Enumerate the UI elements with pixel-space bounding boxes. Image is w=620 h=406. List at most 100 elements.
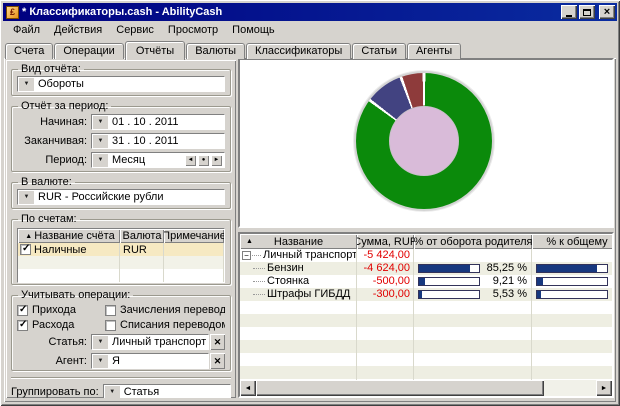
period-nav: ◄ ● ► — [185, 155, 224, 166]
percent-bar — [418, 290, 480, 299]
checkbox-icon[interactable] — [17, 305, 28, 316]
account-currency: RUR — [120, 243, 164, 256]
row-name: Бензин — [267, 262, 304, 275]
menu-view[interactable]: Просмотр — [161, 22, 225, 38]
chevron-down-icon[interactable]: ▼ — [105, 386, 120, 399]
chevron-down-icon[interactable]: ▼ — [93, 135, 108, 148]
agent-combobox[interactable]: ▼ Я — [91, 353, 209, 369]
article-combobox[interactable]: ▼ Личный транспорт — [91, 334, 209, 350]
group-by-label: Группировать по: — [11, 386, 103, 398]
report-type-combobox[interactable]: ▼ Обороты — [17, 76, 225, 92]
collapse-icon[interactable] — [242, 251, 251, 260]
checkbox-income-label: Прихода — [32, 304, 76, 316]
table-row-fuel[interactable]: Бензин -4 624,00 85,25 % — [240, 262, 612, 275]
accounts-table: ▲Название счёта Валюта Примечание Наличн… — [17, 228, 225, 283]
end-date-value: 31 . 10 . 2011 — [109, 135, 224, 147]
table-row-parent[interactable]: Личный транспорт -5 424,00 — [240, 249, 612, 262]
article-label: Статья: — [17, 336, 91, 348]
scrollbar-track[interactable] — [544, 380, 596, 396]
account-checkbox[interactable] — [20, 244, 31, 255]
start-date-field[interactable]: ▼ 01 . 10 . 2011 — [91, 114, 225, 130]
tab-operations[interactable]: Операции — [54, 43, 123, 59]
checkbox-icon[interactable] — [105, 320, 116, 331]
chevron-down-icon[interactable]: ▼ — [19, 78, 34, 91]
row-sum: -5 424,00 — [357, 249, 414, 262]
checkbox-transfer-out[interactable]: Списания переводом — [105, 319, 225, 331]
col-name[interactable]: ▲Название — [240, 234, 357, 249]
agent-label: Агент: — [17, 355, 91, 367]
account-note — [164, 243, 224, 256]
col-total-percent[interactable]: % к общему — [532, 234, 614, 249]
next-period-icon[interactable]: ► — [211, 155, 222, 166]
row-percent: 85,25 % — [480, 262, 531, 275]
window-title: * Классификаторы.cash - AbilityCash — [22, 6, 559, 18]
group-by-combobox[interactable]: ▼ Статья — [103, 384, 231, 398]
horizontal-scrollbar[interactable]: ◄ ► — [240, 380, 612, 396]
checkbox-icon[interactable] — [17, 320, 28, 331]
scroll-left-icon[interactable]: ◄ — [240, 380, 256, 396]
tab-classifiers[interactable]: Классификаторы — [246, 43, 351, 59]
period-combobox[interactable]: ▼ Месяц ◄ ● ► — [91, 152, 225, 168]
article-value: Личный транспорт — [109, 336, 208, 348]
col-sum[interactable]: Сумма, RUR — [357, 234, 414, 249]
row-name: Штрафы ГИБДД — [267, 288, 350, 301]
accounts-col-name[interactable]: ▲Название счёта — [18, 229, 120, 243]
menu-service[interactable]: Сервис — [109, 22, 161, 38]
empty-row — [240, 340, 612, 353]
percent-bar — [536, 277, 608, 286]
account-row-cash[interactable]: Наличные RUR — [18, 243, 224, 256]
chevron-down-icon[interactable]: ▼ — [93, 116, 108, 129]
chevron-down-icon[interactable]: ▼ — [19, 191, 34, 204]
reports-tab-page: Вид отчёта: ▼ Обороты Отчёт за период: Н… — [4, 58, 616, 402]
checkbox-transfer-in[interactable]: Зачисления переводом — [105, 304, 225, 316]
chevron-down-icon[interactable]: ▼ — [93, 355, 108, 368]
accounts-col-note[interactable]: Примечание — [164, 229, 224, 243]
empty-row — [240, 314, 612, 327]
tab-bar: Счета Операции Отчёты Валюты Классификат… — [5, 41, 462, 59]
row-percent: 5,53 % — [480, 288, 531, 301]
close-icon: × — [604, 7, 610, 17]
chevron-down-icon[interactable]: ▼ — [93, 336, 108, 349]
chevron-down-icon[interactable]: ▼ — [93, 154, 108, 167]
table-row-fines[interactable]: Штрафы ГИБДД -300,00 5,53 % — [240, 288, 612, 301]
menu-file[interactable]: Файл — [6, 22, 47, 38]
period-value: Месяц — [109, 154, 185, 166]
table-row-parking[interactable]: Стоянка -500,00 9,21 % — [240, 275, 612, 288]
scrollbar-thumb[interactable] — [256, 380, 544, 396]
menu-actions[interactable]: Действия — [47, 22, 109, 38]
checkbox-icon[interactable] — [105, 305, 116, 316]
report-table-header: ▲Название Сумма, RUR % от оборота родите… — [240, 234, 612, 249]
accounts-col-currency[interactable]: Валюта — [120, 229, 164, 243]
col-parent-percent[interactable]: % от оборота родителя — [414, 234, 532, 249]
row-name: Стоянка — [267, 275, 309, 288]
current-period-icon[interactable]: ● — [198, 155, 209, 166]
end-date-field[interactable]: ▼ 31 . 10 . 2011 — [91, 133, 225, 149]
report-type-legend: Вид отчёта: — [18, 63, 84, 75]
empty-row — [240, 366, 612, 379]
accounts-legend: По счетам: — [18, 213, 80, 225]
row-name: Личный транспорт — [263, 249, 357, 262]
maximize-icon — [583, 9, 591, 16]
scroll-right-icon[interactable]: ► — [596, 380, 612, 396]
period-legend: Отчёт за период: — [18, 100, 111, 112]
tab-agents[interactable]: Агенты — [407, 43, 461, 59]
close-button[interactable]: × — [599, 5, 615, 19]
prev-period-icon[interactable]: ◄ — [185, 155, 196, 166]
minimize-button[interactable] — [561, 5, 577, 19]
tab-accounts[interactable]: Счета — [5, 43, 53, 59]
clear-article-icon[interactable]: ✕ — [210, 334, 225, 350]
maximize-button[interactable] — [579, 5, 595, 19]
tree-line — [253, 281, 265, 282]
checkbox-expense[interactable]: Расхода — [17, 319, 105, 331]
tab-currencies[interactable]: Валюты — [186, 43, 245, 59]
percent-bar — [418, 277, 480, 286]
minimize-icon — [566, 15, 572, 17]
tab-articles[interactable]: Статьи — [352, 43, 406, 59]
currency-combobox[interactable]: ▼ RUR - Российские рубли — [17, 189, 225, 205]
clear-agent-icon[interactable]: ✕ — [210, 353, 225, 369]
tab-reports[interactable]: Отчёты — [125, 41, 185, 60]
currency-group: В валюте: ▼ RUR - Российские рубли — [11, 176, 231, 209]
checkbox-income[interactable]: Прихода — [17, 304, 105, 316]
menu-help[interactable]: Помощь — [225, 22, 282, 38]
checkbox-expense-label: Расхода — [32, 319, 74, 331]
